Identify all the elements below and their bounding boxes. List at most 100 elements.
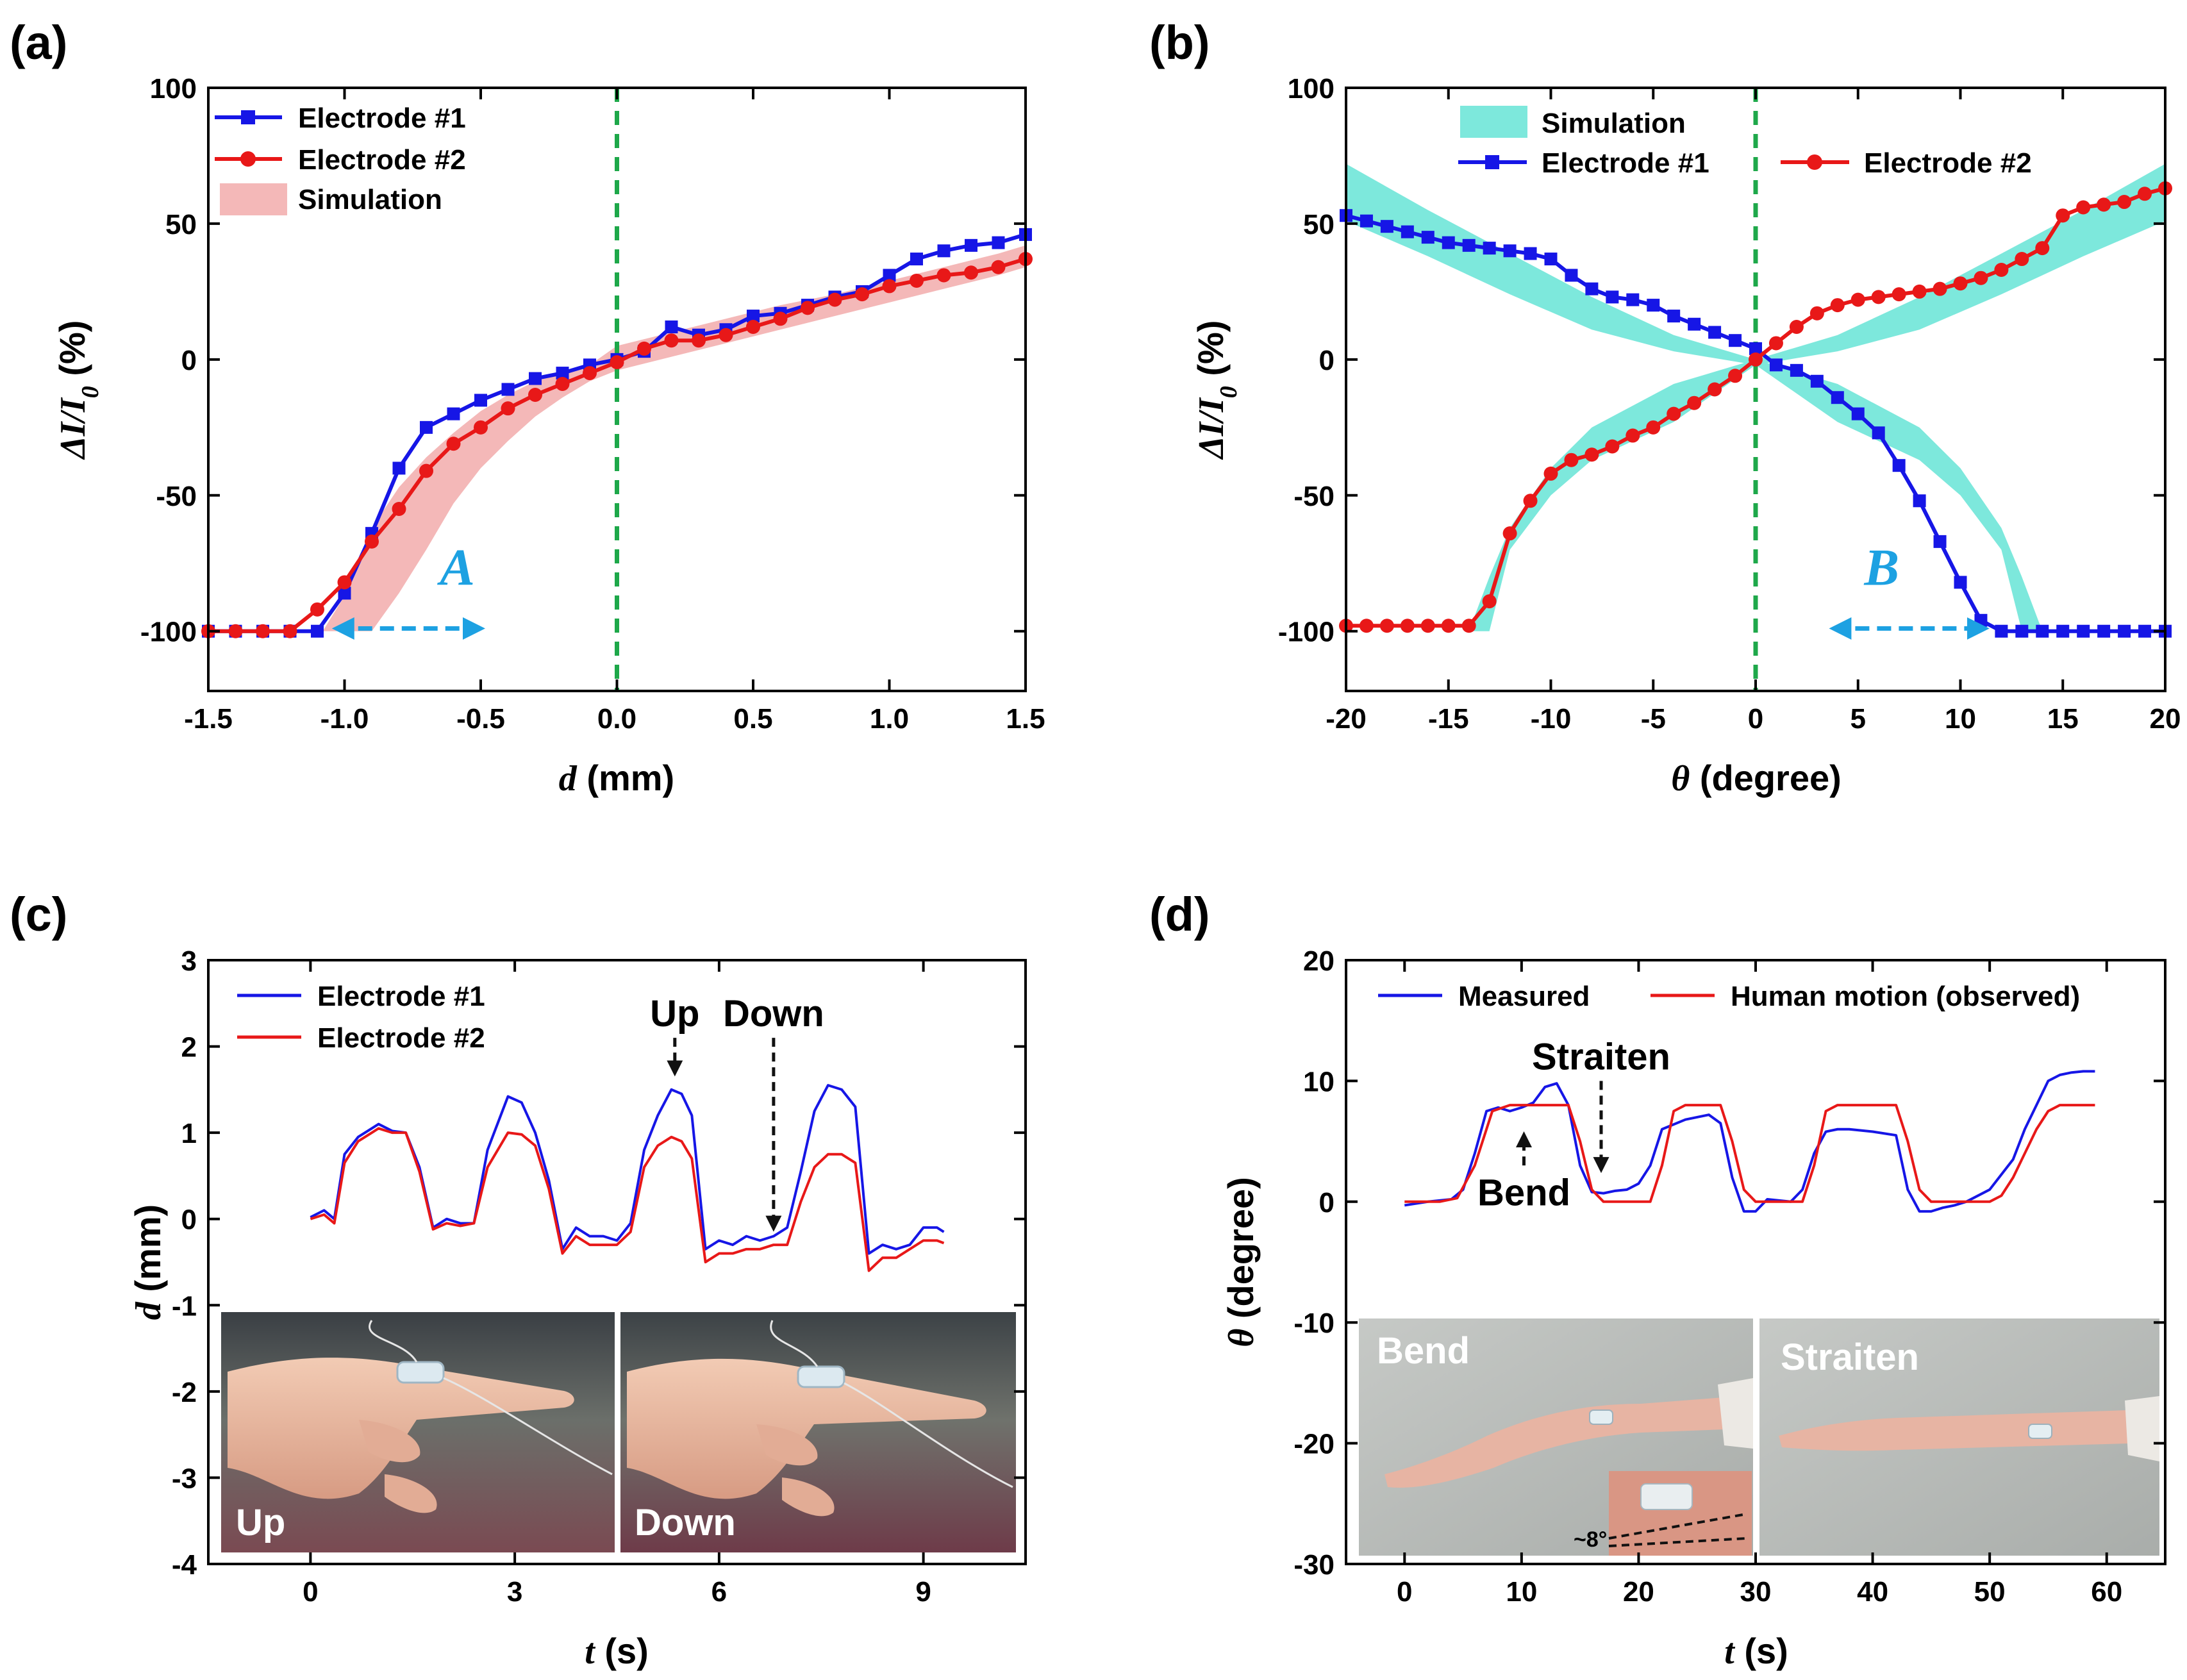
sensor-wire (770, 1320, 1013, 1488)
data-point-electrode-1 (1954, 576, 1967, 589)
data-point-electrode-1 (1421, 231, 1434, 244)
y-tick-label: 50 (1303, 209, 1335, 240)
y-tick-label: -4 (172, 1549, 197, 1581)
data-point-electrode-2 (827, 292, 842, 307)
data-point-electrode-2 (446, 437, 461, 451)
sensor-device (1589, 1410, 1613, 1425)
panel-a-simulation-band-layer (322, 245, 1026, 631)
photo-inset-angle-label: ~8° (1574, 1527, 1607, 1552)
panel-d: (d) ~8° Bend Straiten Straiten Bend 0 10 20… (1149, 888, 2166, 1672)
legend-swatch-simulation (220, 183, 287, 215)
data-point-electrode-1 (2015, 624, 2029, 638)
data-point-electrode-2 (1523, 494, 1538, 508)
data-point-electrode-1 (1462, 238, 1476, 252)
data-point-electrode-1 (1524, 247, 1537, 260)
data-point-electrode-2 (1749, 352, 1763, 367)
photo-label-bend: Bend (1377, 1330, 1470, 1372)
data-point-electrode-2 (936, 268, 951, 283)
data-point-electrode-2 (1626, 428, 1640, 443)
simulation-band-1 (322, 245, 1026, 631)
data-point-electrode-2 (501, 401, 515, 416)
panel-c-legend: Electrode #1 Electrode #2 (237, 981, 485, 1054)
y-tick-label: -1 (172, 1290, 197, 1322)
data-point-electrode-2 (2015, 252, 2029, 267)
data-point-electrode-2 (1830, 298, 1845, 313)
data-point-electrode-2 (1359, 619, 1374, 633)
data-point-electrode-1 (392, 462, 406, 475)
panel-b-series-layer (1339, 181, 2172, 638)
data-point-electrode-2 (419, 463, 433, 478)
data-point-electrode-1 (1831, 391, 1844, 404)
data-point-electrode-2 (1482, 594, 1497, 609)
data-point-electrode-2 (2138, 187, 2152, 201)
panel-b-simulation-band-layer (1346, 163, 2165, 631)
data-point-electrode-2 (1461, 619, 1476, 633)
panel-b-annotation-layer: B (1829, 538, 1990, 640)
x-tick-label: 0 (303, 1576, 318, 1608)
x-tick-label: 3 (507, 1576, 522, 1608)
data-point-electrode-2 (910, 273, 924, 288)
range-label: A (437, 538, 475, 597)
annotation-label-up: Up (650, 993, 699, 1035)
arm (1385, 1397, 1724, 1488)
panel-b-letter: (b) (1149, 16, 1210, 69)
data-point-electrode-1 (1442, 236, 1455, 249)
y-axis-label: ΔI/I0 (%) (1190, 320, 1242, 460)
data-point-electrode-2 (692, 333, 706, 348)
data-point-electrode-1 (338, 586, 351, 600)
data-point-electrode-2 (719, 328, 733, 342)
x-tick-label: -0.5 (456, 703, 505, 735)
x-axis-label-unit: (degree) (1690, 758, 1842, 798)
annotation-label-bend: Bend (1477, 1172, 1570, 1213)
panel-d-letter: (d) (1149, 888, 1210, 941)
data-point-electrode-2 (1584, 447, 1599, 462)
legend-marker-electrode-2 (1807, 154, 1822, 170)
data-point-electrode-1 (2097, 624, 2111, 638)
x-axis-label-symbol: d (559, 759, 578, 799)
data-point-electrode-1 (1749, 342, 1762, 355)
x-tick-label: 15 (2047, 703, 2079, 735)
panel-a-series-layer (201, 228, 1033, 638)
data-point-electrode-2 (1708, 382, 1722, 397)
panel-b-legend: Simulation Electrode #1 Electrode #2 (1458, 106, 2032, 179)
panel-d-photo-bend: ~8° Bend (1359, 1318, 1753, 1556)
simulation-band-1 (1346, 163, 2043, 631)
data-point-electrode-1 (992, 236, 1005, 249)
y-tick-label: 10 (1303, 1066, 1335, 1097)
hand-curled-fingers (359, 1420, 437, 1513)
data-point-electrode-1 (1790, 363, 1803, 377)
panel-d-annotation-layer: Straiten Bend (1477, 1036, 1670, 1213)
data-point-electrode-1 (1626, 293, 1640, 306)
data-point-electrode-2 (801, 301, 815, 315)
data-point-electrode-2 (1789, 320, 1804, 335)
data-point-electrode-2 (2097, 197, 2111, 212)
series-line-electrode-1 (310, 1084, 945, 1255)
data-point-electrode-2 (474, 420, 488, 435)
data-point-electrode-1 (2138, 624, 2152, 638)
data-point-electrode-2 (964, 265, 978, 280)
data-point-electrode-1 (1483, 242, 1496, 255)
x-axis-label: t (s) (585, 1631, 649, 1672)
x-tick-label: -20 (1326, 703, 1367, 735)
y-axis-label-subscript: 0 (77, 386, 104, 398)
data-point-electrode-2 (1912, 284, 1927, 299)
legend-label-simulation: Simulation (1542, 108, 1686, 139)
y-tick-label: 3 (181, 945, 197, 977)
panel-a-axes-layer: -1.5 -1.0 -0.5 0.0 0.5 1.0 1.5 -100 -50 0 50 100 d (… (52, 73, 1045, 799)
photo-inset-ref-line-b (1608, 1537, 1747, 1547)
x-axis-label-unit: (s) (1734, 1631, 1788, 1671)
photo-label-straiten: Straiten (1781, 1336, 1919, 1378)
legend-swatch-simulation (1460, 106, 1527, 138)
y-axis-label: θ (degree) (1220, 1177, 1261, 1347)
x-axis-label-unit: (mm) (577, 758, 674, 798)
x-tick-label: 5 (1850, 703, 1866, 735)
data-point-electrode-2 (528, 387, 542, 402)
x-tick-label: 40 (1857, 1576, 1888, 1608)
legend-label-electrode-1: Electrode #1 (1542, 147, 1709, 179)
data-point-electrode-2 (1564, 453, 1579, 467)
data-point-electrode-1 (1769, 358, 1783, 372)
x-tick-label: 10 (1506, 1576, 1537, 1608)
x-tick-label: -5 (1641, 703, 1666, 735)
